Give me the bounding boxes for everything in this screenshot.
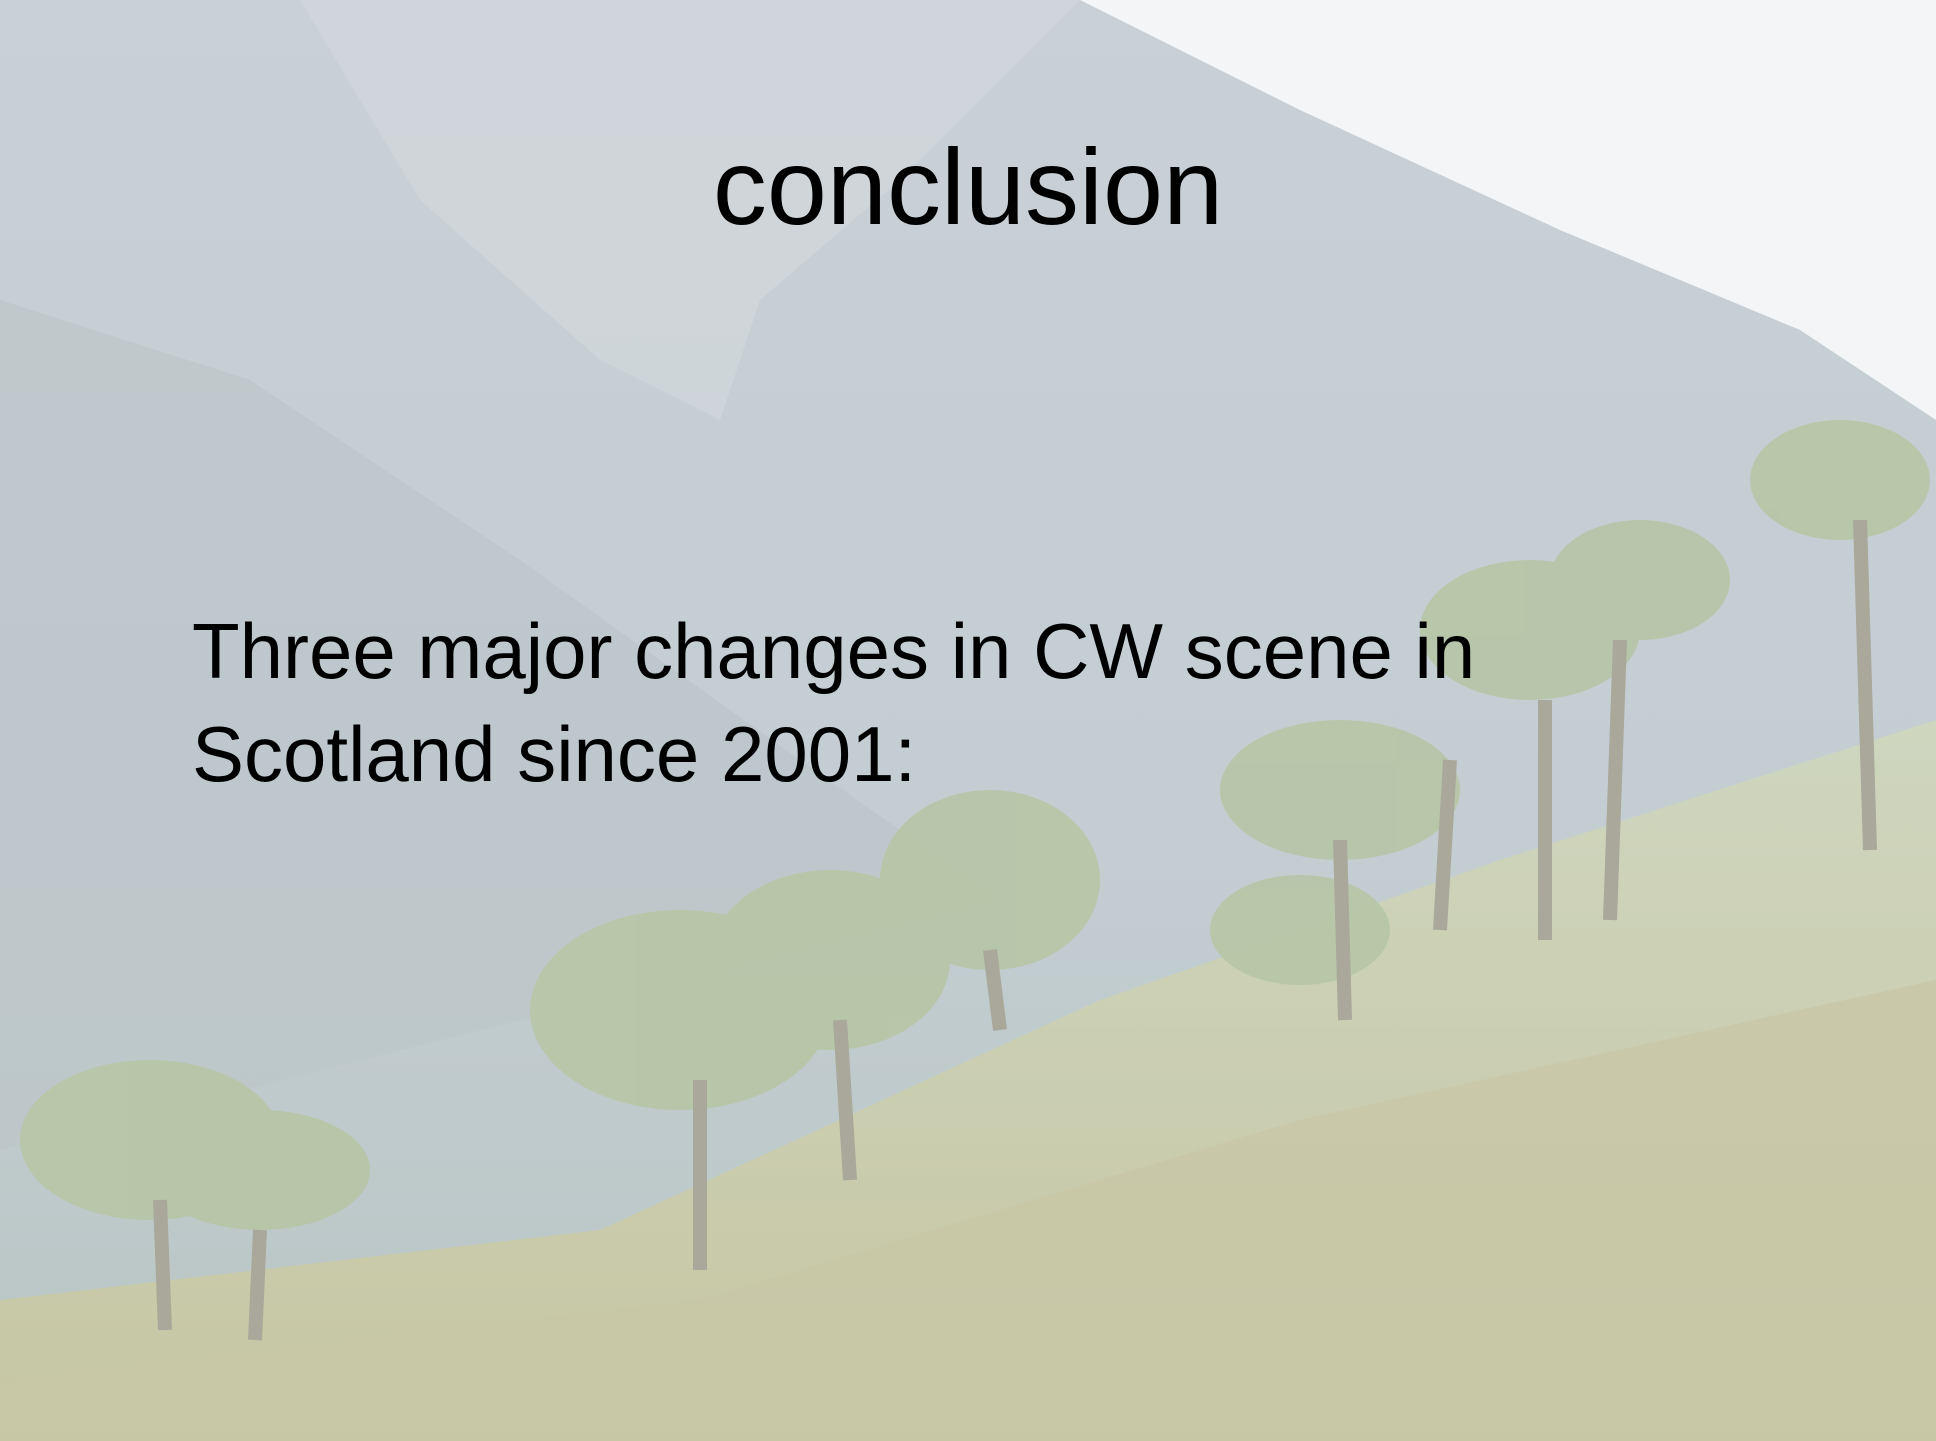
body-text: Three major changes in CW scene in Scotl…	[192, 600, 1672, 806]
slide-title: conclusion	[0, 125, 1936, 249]
slide: conclusion Three major changes in CW sce…	[0, 0, 1936, 1441]
